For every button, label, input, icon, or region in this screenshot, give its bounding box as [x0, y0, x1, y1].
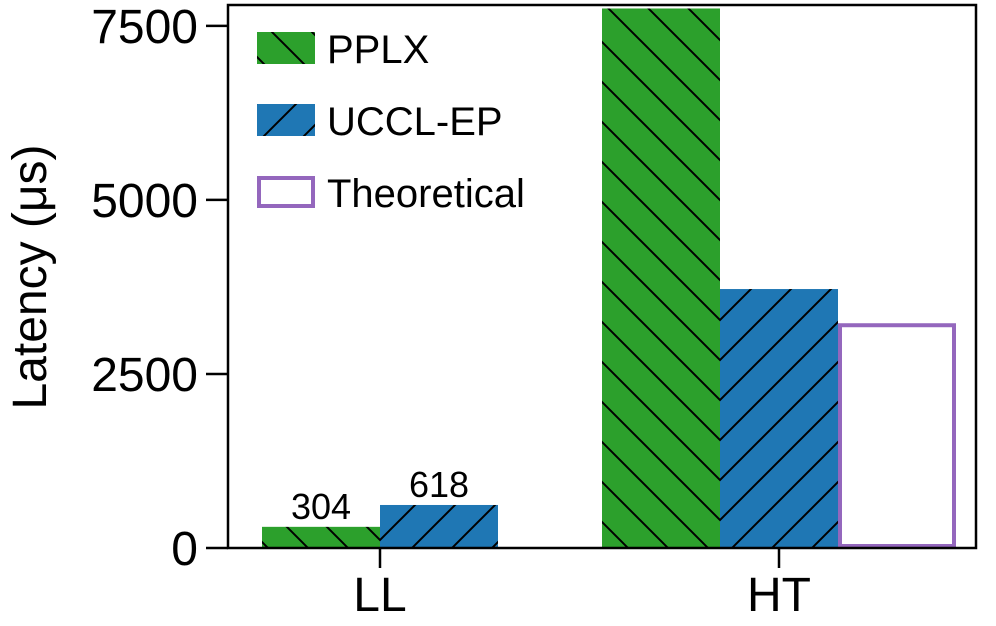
y-axis-title: Latency (μs): [4, 144, 57, 409]
bar-pplx-ht: [602, 8, 720, 548]
data-labels-group: 304 618: [291, 464, 469, 527]
bar-theoretical-ht: [838, 323, 956, 548]
plot-frame: [226, 3, 978, 550]
bar-uccl-ep-ll: [380, 504, 498, 548]
bars-group: [262, 8, 956, 548]
x-tick-label-ht: HT: [747, 569, 811, 622]
legend-swatch-pplx: [257, 32, 315, 64]
x-tick-label-ll: LL: [353, 569, 406, 622]
legend: PPLX UCCL-EP Theoretical: [257, 28, 525, 216]
data-label-uccl-ep-ll: 618: [409, 464, 469, 505]
y-tick-label-5000: 5000: [91, 175, 198, 228]
legend-label-theoretical: Theoretical: [327, 172, 525, 216]
bar-uccl-ep-ht: [720, 289, 838, 548]
x-axis: LL HT: [353, 548, 811, 622]
y-tick-label-2500: 2500: [91, 349, 198, 402]
y-axis: 0 2500 5000 7500: [91, 1, 228, 576]
legend-label-uccl-ep: UCCL-EP: [327, 100, 503, 144]
y-tick-label-0: 0: [171, 523, 198, 576]
y-tick-label-7500: 7500: [91, 1, 198, 54]
bar-pplx-ll: [262, 526, 380, 548]
legend-label-pplx: PPLX: [327, 28, 429, 72]
legend-swatch-uccl-ep: [257, 104, 315, 136]
legend-swatch-theoretical: [257, 176, 315, 208]
data-label-pplx-ll: 304: [291, 486, 351, 527]
